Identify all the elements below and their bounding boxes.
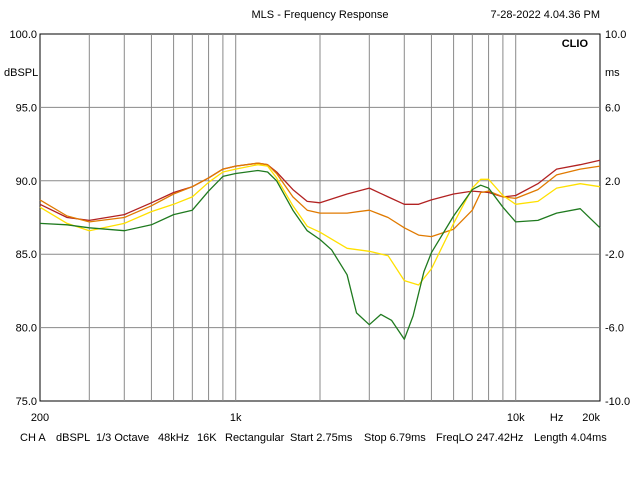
y-tick-label: 75.0 (16, 396, 37, 408)
x-tick-label: 20k (582, 412, 600, 424)
status-item: 1/3 Octave (96, 432, 149, 444)
x-tick-label: 200 (31, 412, 49, 424)
status-item: FreqLO 247.42Hz (436, 432, 523, 444)
status-item: Length 4.04ms (534, 432, 607, 444)
series-line-green (39, 169, 601, 340)
y2-tick-label: -10.0 (605, 396, 630, 408)
x-tick-label: 1k (230, 412, 242, 424)
y2-tick-label: 6.0 (605, 102, 620, 114)
axes: 75.0 80.0 85.0 90.0 95.0 100.0 -10.0 -6.0 -2.0 2.… (9, 29, 630, 424)
status-item: 16K (197, 432, 217, 444)
status-item: dBSPL (56, 432, 90, 444)
status-item: CH A (20, 432, 46, 444)
status-item: Rectangular (225, 432, 285, 444)
y-tick-label: 90.0 (16, 176, 37, 188)
grid (40, 34, 600, 401)
y2-axis-label: ms (605, 67, 620, 79)
y2-tick-label: -6.0 (605, 323, 624, 335)
y-tick-label: 95.0 (16, 102, 37, 114)
y-tick-label: 85.0 (16, 249, 37, 261)
status-item: Stop 6.79ms (364, 432, 426, 444)
y-tick-label: 100.0 (9, 29, 37, 41)
x-tick-label: Hz (550, 412, 563, 424)
status-item: 48kHz (158, 432, 189, 444)
status-item: Start 2.75ms (290, 432, 353, 444)
y-tick-label: 80.0 (16, 323, 37, 335)
status-bar: CH A dBSPL 1/3 Octave 48kHz 16K Rectangular St… (20, 432, 607, 444)
series-line-orange (39, 162, 601, 238)
y2-tick-label: 10.0 (605, 29, 626, 41)
y2-tick-label: 2.0 (605, 176, 620, 188)
timestamp: 7-28-2022 4.04.36 PM (491, 9, 600, 21)
y2-tick-label: -2.0 (605, 249, 624, 261)
series-group (39, 159, 601, 340)
chart-title: MLS - Frequency Response (252, 9, 389, 21)
series-line-yellow (39, 164, 601, 286)
x-tick-label: 10k (507, 412, 525, 424)
y-axis-label: dBSPL (4, 67, 38, 79)
clio-logo: CLIO (562, 38, 589, 50)
